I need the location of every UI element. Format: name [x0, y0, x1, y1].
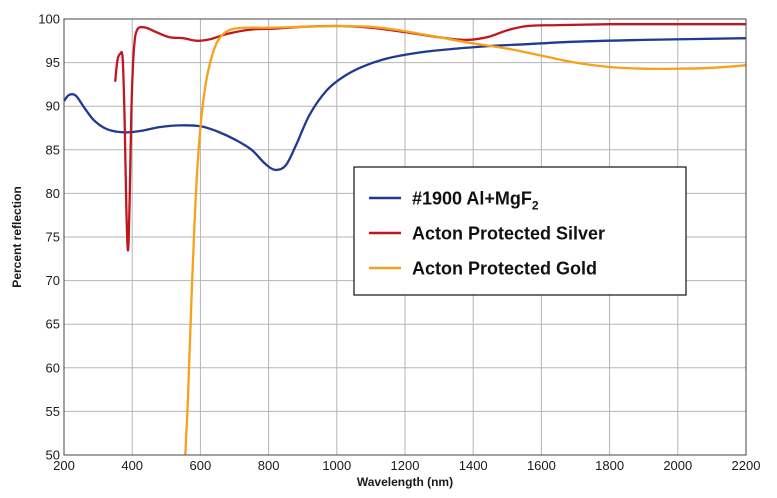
legend-label: Acton Protected Gold	[412, 259, 597, 279]
y-tick-label: 75	[46, 230, 60, 245]
legend-label-subscript: 2	[532, 199, 539, 213]
y-tick-label: 65	[46, 317, 60, 332]
legend-box	[353, 166, 687, 296]
y-tick-label: 55	[46, 404, 60, 419]
y-tick-label: 70	[46, 273, 60, 288]
y-tick-label: 80	[46, 186, 60, 201]
series-line-1900-al-mgf	[64, 37, 746, 172]
x-tick-label: 1600	[527, 458, 556, 473]
x-tick-label: 1800	[595, 458, 624, 473]
x-tick-label: 800	[258, 458, 280, 473]
y-axis-label: Percent reflection	[10, 186, 24, 287]
y-tick-label: 100	[38, 12, 60, 27]
x-tick-label: 600	[190, 458, 212, 473]
y-tick-label: 85	[46, 142, 60, 157]
x-tick-label: 1400	[459, 458, 488, 473]
series-line-acton-protected-silver	[114, 23, 746, 252]
y-tick-label: 95	[46, 55, 60, 70]
x-tick-labels: 200 400 600 800 1000 1200 1400 1600 1800 2000 2200	[53, 458, 760, 473]
x-tick-label: 200	[53, 458, 75, 473]
series-lines	[64, 23, 746, 455]
x-tick-label: 400	[121, 458, 143, 473]
x-tick-label: 1200	[391, 458, 420, 473]
legend-label: Acton Protected Silver	[412, 224, 605, 244]
y-tick-label: 60	[46, 360, 60, 375]
x-axis-label: Wavelength (nm)	[357, 475, 453, 489]
y-tick-labels: 50 55 60 65 70 75 80 85 90 95 100	[38, 12, 60, 463]
x-tick-label: 2200	[732, 458, 761, 473]
y-tick-label: 90	[46, 99, 60, 114]
x-tick-label: 1000	[322, 458, 351, 473]
x-tick-label: 2000	[663, 458, 692, 473]
series-line-acton-protected-gold	[184, 24, 746, 455]
plot-frame	[63, 18, 747, 456]
y-tick-label: 50	[46, 448, 60, 463]
